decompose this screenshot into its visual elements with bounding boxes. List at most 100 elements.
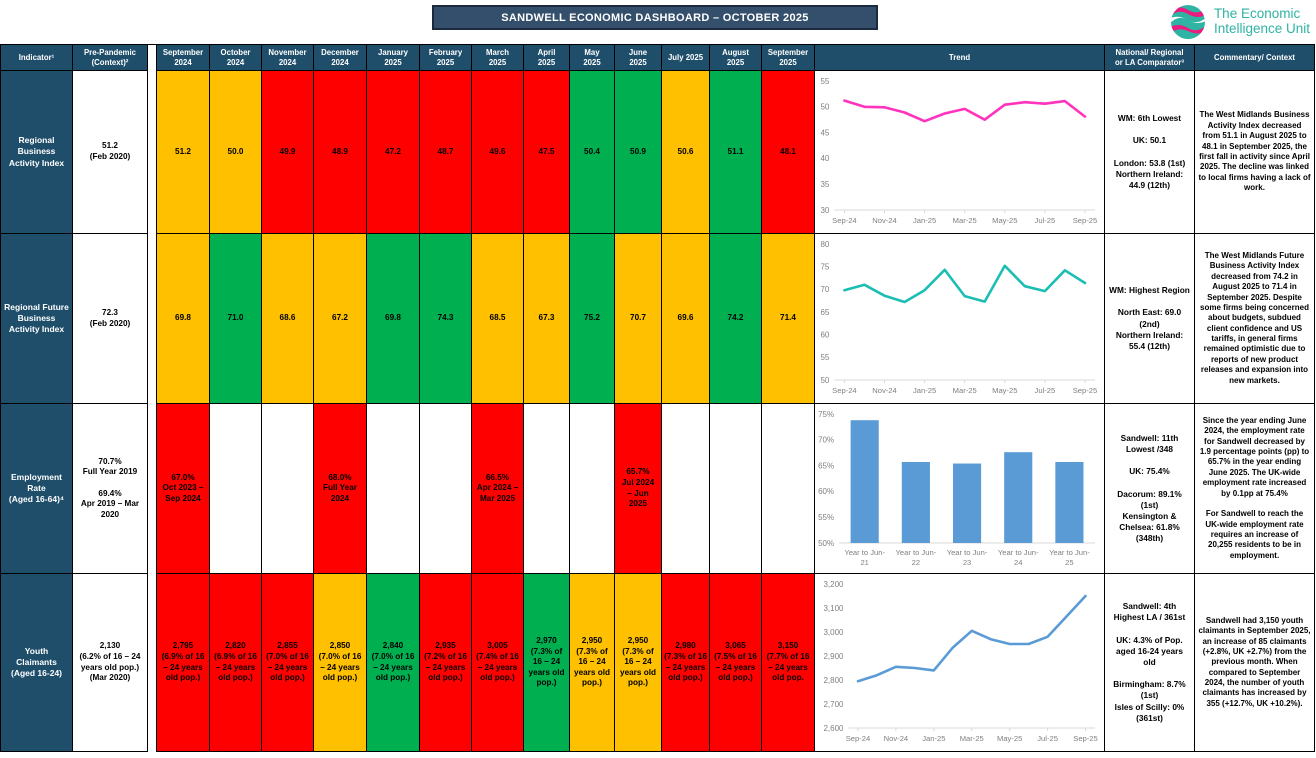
value-cell [524,404,570,574]
value-cell: 2,820 (6.9% of 16 – 24 years old pop.) [210,574,262,752]
svg-text:30: 30 [820,206,829,215]
svg-text:Year to Jun-: Year to Jun- [844,548,885,557]
svg-text:55: 55 [820,77,829,86]
header-comparator: National/ Regional or LA Comparator³ [1105,45,1195,71]
value-cell [367,404,420,574]
value-cell: 47.2 [367,71,420,234]
value-cell: 71.0 [210,234,262,404]
svg-text:75%: 75% [818,410,834,419]
svg-text:Mar-25: Mar-25 [953,386,977,395]
svg-text:Jan-25: Jan-25 [913,386,936,395]
value-cell: 49.6 [472,71,524,234]
svg-text:2,600: 2,600 [823,724,844,733]
header-month-8: May 2025 [570,45,615,71]
header-month-12: September 2025 [762,45,815,71]
svg-text:Sep-25: Sep-25 [1073,386,1098,395]
indicator-cell: Employment Rate (Aged 16-64)⁴ [1,404,73,574]
svg-text:75: 75 [820,262,829,271]
commentary-cell: Since the year ending June 2024, the emp… [1195,404,1315,574]
header-month-0: September 2024 [157,45,210,71]
value-cell: 48.9 [314,71,367,234]
value-cell: 74.2 [710,234,762,404]
value-cell [762,404,815,574]
trend-chart-svg: 50 55 60 65 70 75 80 Sep-24 Nov-24 Jan-25 Mar-25 Ma… [820,240,1098,395]
svg-text:Year to Jun-: Year to Jun- [896,548,937,557]
svg-text:Jul-25: Jul-25 [1037,734,1058,743]
indicator-cell: Youth Claimants (Aged 16-24) [1,574,73,752]
value-cell [420,404,472,574]
svg-text:Year to Jun-: Year to Jun- [1049,548,1090,557]
trend-chart-svg: 2,600 2,700 2,800 2,900 3,000 3,100 3,200 Sep-2… [823,580,1098,743]
header-month-5: February 2025 [420,45,472,71]
spacer-cell [148,234,157,404]
trend-chart: 50 55 60 65 70 75 80 Sep-24 Nov-24 Jan-25 Mar-25 Ma… [815,234,1105,404]
value-cell: 47.5 [524,71,570,234]
globe-logo-icon [1170,5,1205,39]
svg-text:50: 50 [820,376,829,385]
svg-text:Nov-24: Nov-24 [872,386,896,395]
svg-text:2,700: 2,700 [823,700,844,709]
pre-pandemic-cell: 51.2 (Feb 2020) [73,71,148,234]
commentary-cell: The West Midlands Business Activity Inde… [1195,71,1315,234]
svg-text:Nov-24: Nov-24 [884,734,908,743]
svg-text:60: 60 [820,330,829,339]
value-cell: 2,850 (7.0% of 16 – 24 years old pop.) [314,574,367,752]
value-cell: 50.4 [570,71,615,234]
value-cell: 69.8 [157,234,210,404]
svg-text:Jul-25: Jul-25 [1035,216,1056,225]
indicator-cell: Regional Business Activity Index [1,71,73,234]
value-cell: 2,855 (7.0% of 16 – 24 years old pop.) [262,574,314,752]
svg-text:50%: 50% [818,539,834,548]
value-cell: 3,005 (7.4% of 16 – 24 years old pop.) [472,574,524,752]
value-cell [662,404,710,574]
comparator-cell: WM: 6th Lowest UK: 50.1 London: 53.8 (1s… [1105,71,1195,234]
comparator-cell: WM: Highest Region North East: 69.0 (2nd… [1105,234,1195,404]
svg-text:3,100: 3,100 [823,604,844,613]
value-cell: 70.7 [615,234,662,404]
header-commentary: Commentary/ Context [1195,45,1315,71]
value-cell: 68.5 [472,234,524,404]
commentary-cell: The West Midlands Future Business Activi… [1195,234,1315,404]
value-cell: 69.6 [662,234,710,404]
spacer-cell [148,574,157,752]
trend-chart-svg: 30 35 40 45 50 55 Sep-24 Nov-24 Jan-25 Mar-25 May-… [820,77,1097,225]
spacer-cell [148,404,157,574]
svg-text:55%: 55% [818,513,834,522]
header-month-10: July 2025 [662,45,710,71]
svg-text:65: 65 [820,308,829,317]
pre-pandemic-cell: 70.7% Full Year 2019 69.4% Apr 2019 – Ma… [73,404,148,574]
svg-text:May-25: May-25 [997,734,1022,743]
value-cell: 66.5% Apr 2024 – Mar 2025 [472,404,524,574]
svg-text:Jan-25: Jan-25 [922,734,945,743]
value-cell: 2,970 (7.3% of 16 – 24 years old pop.) [524,574,570,752]
svg-text:Sep-24: Sep-24 [846,734,871,743]
value-cell: 2,950 (7.3% of 16 – 24 years old pop.) [570,574,615,752]
svg-text:3,000: 3,000 [823,628,844,637]
value-cell [570,404,615,574]
value-cell: 67.0% Oct 2023 – Sep 2024 [157,404,210,574]
svg-text:65%: 65% [818,461,834,470]
trend-chart: 50% 55% 60% 65% 70% 75% Year to Jun- 21 Year to … [815,404,1105,574]
header-month-11: August 2025 [710,45,762,71]
svg-text:2,900: 2,900 [823,652,844,661]
logo-text: The Economic Intelligence Unit [1213,6,1310,36]
value-cell: 71.4 [762,234,815,404]
header-pre-pandemic: Pre-Pandemic (Context)² [73,45,148,71]
svg-text:May-25: May-25 [992,386,1017,395]
logo: The Economic Intelligence Unit [1168,2,1310,42]
svg-text:40: 40 [820,154,829,163]
value-cell: 2,840 (7.0% of 16 – 24 years old pop.) [367,574,420,752]
svg-text:24: 24 [1014,558,1022,567]
svg-text:22: 22 [912,558,920,567]
value-cell: 2,935 (7.2% of 16 – 24 years old pop.) [420,574,472,752]
page-title: SANDWELL ECONOMIC DASHBOARD – OCTOBER 20… [432,5,878,30]
value-cell: 74.3 [420,234,472,404]
svg-text:Sep-25: Sep-25 [1073,734,1098,743]
value-cell: 3,150 (7.7% of 16 – 24 years old pop. [762,574,815,752]
svg-text:3,200: 3,200 [823,580,844,589]
svg-text:50: 50 [820,103,829,112]
header-month-6: March 2025 [472,45,524,71]
svg-text:Year to Jun-: Year to Jun- [998,548,1039,557]
